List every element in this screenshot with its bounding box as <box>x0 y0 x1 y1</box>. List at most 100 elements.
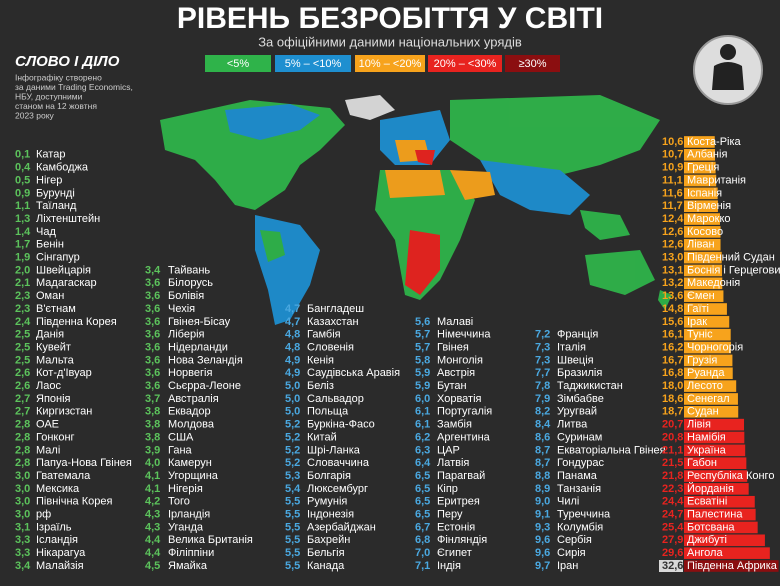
rate-label: 5,5 <box>285 547 300 559</box>
country-name: Албанія <box>687 149 727 161</box>
rate-label: 2,5 <box>15 354 30 366</box>
country-name: Норвегія <box>168 367 212 379</box>
rate-label: 5,4 <box>285 483 301 495</box>
rate-label: 2,5 <box>15 329 30 341</box>
rate-label: 16,7 <box>662 354 683 366</box>
country-name: Єгипет <box>437 547 472 559</box>
rate-label: 7,0 <box>415 547 430 559</box>
rate-label: 12,6 <box>662 239 683 251</box>
country-name: Хорватія <box>437 393 482 405</box>
country-name: Китай <box>307 431 337 443</box>
rate-label: 5,0 <box>285 380 300 392</box>
legend-label: 20% – <30% <box>434 58 497 70</box>
country-name: Бангладеш <box>307 303 364 315</box>
country-name: Нігерія <box>168 483 203 495</box>
rate-label: 10,7 <box>662 149 683 161</box>
country-name: Ізраїль <box>36 521 72 533</box>
country-name: Швейцарія <box>36 264 91 276</box>
rate-label: 18,0 <box>662 380 683 392</box>
country-name: Есватіні <box>687 496 727 508</box>
country-name: Гамбія <box>307 329 341 341</box>
country-name: рф <box>36 509 51 521</box>
rate-label: 10,9 <box>662 162 683 174</box>
rate-label: 3,6 <box>145 316 160 328</box>
rate-label: 2,1 <box>15 277 30 289</box>
country-name: Молдова <box>168 419 215 431</box>
country-name: Сальвадор <box>307 393 364 405</box>
note-line: станом на 12 жовтня <box>15 101 97 111</box>
country-name: Шрі-Ланка <box>307 444 361 456</box>
bar <box>684 380 737 392</box>
rate-label: 9,6 <box>535 547 550 559</box>
country-name: Йорданія <box>687 482 734 495</box>
andes <box>260 230 285 262</box>
country-name: Австралія <box>168 393 219 405</box>
country-name: Боснія і Герцеговина <box>687 264 780 276</box>
rate-label: 4,7 <box>285 303 300 315</box>
legend-swatch <box>428 55 502 72</box>
rate-label: 4,3 <box>145 509 160 521</box>
rate-label: 2,8 <box>15 457 30 469</box>
rate-label: 4,4 <box>145 534 161 546</box>
rate-label: 6,0 <box>415 393 430 405</box>
country-name: Польща <box>307 406 349 418</box>
country-name: Коста-Ріка <box>687 136 742 148</box>
country-name: Південна Корея <box>36 316 117 328</box>
country-name: Японія <box>36 393 71 405</box>
country-name: Кенія <box>307 354 334 366</box>
country-name: Суринам <box>557 431 602 443</box>
rate-label: 21,8 <box>662 470 683 482</box>
rate-label: 8,9 <box>535 483 550 495</box>
rate-label: 20,7 <box>662 419 683 431</box>
rate-label: 13,6 <box>662 290 683 302</box>
note-line: НБУ, доступними <box>15 91 83 101</box>
rate-label: 8,4 <box>535 419 551 431</box>
rate-label: 3,6 <box>145 329 160 341</box>
rate-label: 32,6 <box>662 560 683 572</box>
rate-label: 13,2 <box>662 277 683 289</box>
subtitle: За офіційними даними національних урядів <box>258 34 522 49</box>
country-name: Того <box>168 496 190 508</box>
legend-label: <5% <box>227 58 250 70</box>
rate-label: 7,2 <box>535 329 550 341</box>
rate-label: 4,9 <box>285 367 300 379</box>
country-name: Ісландія <box>36 534 78 546</box>
rate-label: 9,6 <box>535 534 550 546</box>
greenland <box>345 95 395 120</box>
country-name: Руанда <box>687 367 725 379</box>
bar <box>684 238 721 251</box>
country-name: Данія <box>36 329 64 341</box>
country-name: Лівія <box>687 419 711 431</box>
southern-africa <box>405 230 440 295</box>
country-name: Болгарія <box>307 470 351 482</box>
bar <box>684 495 755 508</box>
country-name: Ірак <box>687 316 707 328</box>
rate-label: 3,0 <box>15 483 30 495</box>
rate-label: 2,7 <box>15 406 30 418</box>
country-name: Малайзія <box>36 560 84 572</box>
bar <box>684 367 733 380</box>
rate-label: 12,4 <box>662 213 684 225</box>
rate-label: 2,3 <box>15 303 30 315</box>
rate-label: 5,7 <box>415 329 430 341</box>
country-name: Еквадор <box>168 406 211 418</box>
country-name: Азербайджан <box>307 521 376 533</box>
rate-label: 9,0 <box>535 496 550 508</box>
country-name: Колумбія <box>557 521 603 533</box>
country-name: Велика Британія <box>168 534 253 546</box>
rate-label: 6,7 <box>415 521 430 533</box>
rate-label: 5,9 <box>415 380 430 392</box>
bar <box>684 444 746 457</box>
country-name: Гана <box>168 444 193 456</box>
country-name: Беліз <box>307 380 334 392</box>
rate-label: 4,4 <box>145 547 161 559</box>
rate-label: 2,7 <box>15 393 30 405</box>
rate-label: 8,7 <box>535 444 550 456</box>
country-name: Судан <box>687 406 719 418</box>
rate-label: 9,1 <box>535 509 550 521</box>
rate-label: 2,6 <box>15 380 30 392</box>
country-name: Джибуті <box>687 534 727 546</box>
rate-label: 24,7 <box>662 509 683 521</box>
country-name: Франція <box>557 329 598 341</box>
